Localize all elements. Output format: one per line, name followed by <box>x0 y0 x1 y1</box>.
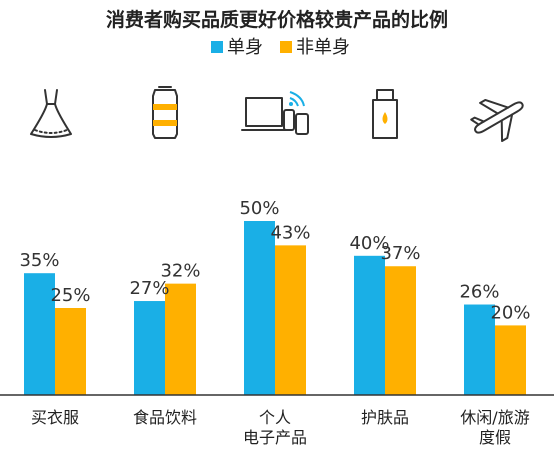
bar-single-5 <box>464 304 495 395</box>
bar-single-2 <box>134 301 165 395</box>
category-label-3-line-2: 电子产品 <box>243 428 307 447</box>
airplane-icon <box>470 98 524 143</box>
category-label-5-line-2: 度假 <box>479 428 511 447</box>
value-label-single-5: 26% <box>459 282 499 303</box>
category-label-3-line-1: 个人 <box>259 408 291 427</box>
value-label-single-3: 50% <box>239 198 279 219</box>
value-label-single-1: 35% <box>19 250 59 271</box>
skincare-bottle-icon <box>372 89 398 139</box>
legend-swatch-single <box>211 41 223 53</box>
dress-icon <box>30 89 72 138</box>
chart-title: 消费者购买品质更好价格较贵产品的比例 <box>106 8 448 31</box>
value-label-single-2: 27% <box>129 278 169 299</box>
category-label-4: 护肤品 <box>361 408 409 427</box>
bar-non-single-5 <box>495 325 526 395</box>
legend: 单身 非单身 <box>211 37 350 58</box>
value-label-non-single-4: 37% <box>380 243 420 264</box>
bars <box>24 221 526 395</box>
value-labels: 35% 25% 27%32% 50% 43% 40%37% 26%20% <box>19 198 530 323</box>
electronics-icon <box>241 91 309 135</box>
bar-single-1 <box>24 273 55 395</box>
category-label-5-line-1: 休闲/旅游 <box>460 408 529 427</box>
bar-non-single-3 <box>275 245 306 395</box>
value-label-single-4: 40% <box>349 233 389 254</box>
legend-label-single: 单身 <box>227 37 263 58</box>
category-label-1: 买衣服 <box>31 408 79 427</box>
value-label-non-single-1: 25% <box>50 285 90 306</box>
drink-can-icon <box>152 86 178 139</box>
bar-non-single-1 <box>55 308 86 395</box>
value-label-non-single-3: 43% <box>270 222 310 243</box>
value-label-non-single-5: 20% <box>490 302 530 323</box>
legend-swatch-non-single <box>280 41 292 53</box>
category-label-2: 食品饮料 <box>133 408 197 427</box>
legend-label-non-single: 非单身 <box>296 37 350 58</box>
value-label-non-single-2: 32% <box>160 261 200 282</box>
bar-non-single-2 <box>165 283 196 395</box>
bar-single-3 <box>244 221 275 395</box>
bar-non-single-4 <box>385 266 416 395</box>
bar-single-4 <box>354 255 385 395</box>
